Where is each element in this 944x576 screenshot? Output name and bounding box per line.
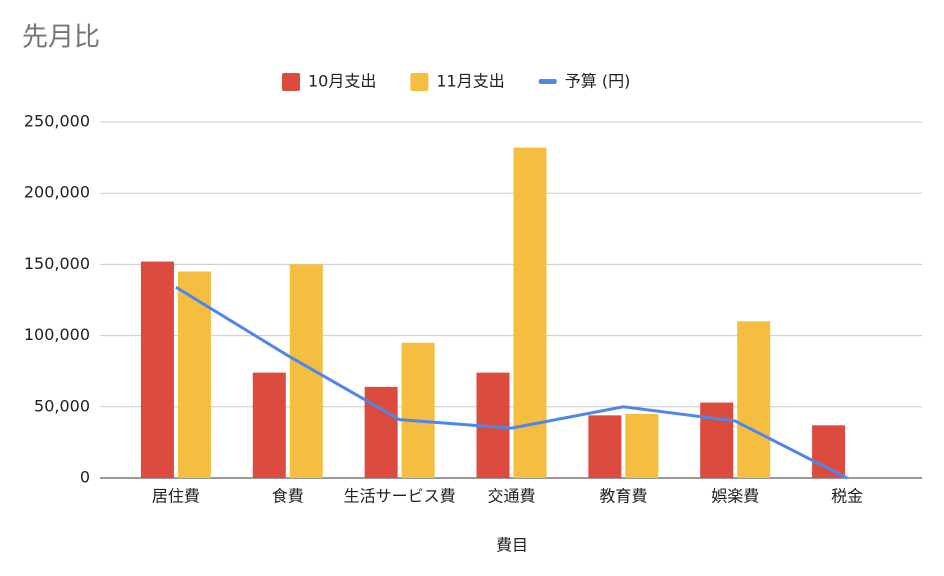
legend-swatch — [538, 79, 557, 84]
bar — [588, 415, 622, 478]
legend-swatch — [410, 73, 429, 91]
bar — [625, 413, 659, 478]
y-tick-label: 50,000 — [34, 396, 90, 415]
bar — [737, 321, 771, 478]
y-tick-label: 150,000 — [24, 254, 90, 273]
bar — [700, 402, 734, 478]
x-axis-label: 費目 — [496, 536, 528, 555]
x-tick-label: 食費 — [272, 487, 304, 506]
x-tick-label: 税金 — [831, 487, 863, 506]
legend-label: 予算 (円) — [565, 72, 631, 91]
bar — [364, 386, 398, 478]
y-tick-label: 250,000 — [24, 112, 90, 131]
x-tick-label: 生活サービス費 — [344, 487, 456, 506]
bar — [401, 342, 435, 478]
y-tick-label: 0 — [80, 468, 90, 487]
chart-title: 先月比 — [22, 23, 100, 53]
bar — [513, 147, 547, 478]
bar — [177, 271, 211, 478]
legend-swatch — [282, 73, 300, 91]
line — [175, 285, 848, 480]
legend-label: 10月支出 — [308, 72, 376, 91]
x-tick-label: 居住費 — [152, 487, 200, 506]
legend-label: 11月支出 — [436, 72, 504, 91]
y-tick-label: 100,000 — [24, 325, 90, 344]
bar — [252, 372, 286, 478]
x-tick-label: 娯楽費 — [711, 487, 759, 506]
x-tick-label: 交通費 — [487, 487, 535, 506]
bar — [140, 261, 174, 478]
x-tick-label: 教育費 — [599, 487, 647, 506]
y-tick-label: 200,000 — [24, 183, 90, 202]
